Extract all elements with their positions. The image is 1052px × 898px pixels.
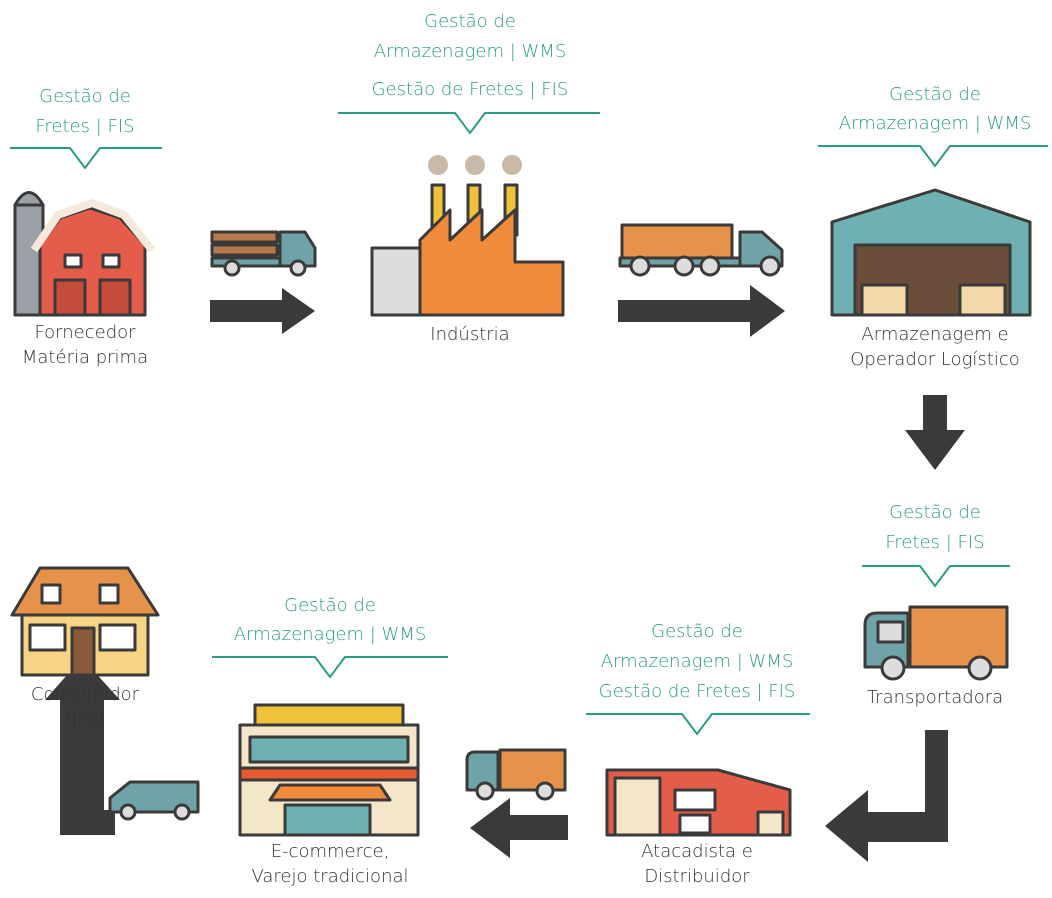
log-truck-icon bbox=[212, 232, 315, 275]
delivery-truck-icon bbox=[467, 750, 565, 799]
node-label: Armazenagem e bbox=[861, 324, 1008, 345]
van-icon bbox=[110, 782, 198, 819]
farm-icon bbox=[15, 193, 152, 316]
node-label: Fornecedor bbox=[34, 322, 136, 343]
system-label: Gestão de bbox=[39, 86, 131, 107]
system-label: Gestão de bbox=[889, 84, 981, 105]
node-label: Transportadora bbox=[867, 687, 1003, 708]
system-label: Armazenagem | WMS bbox=[839, 113, 1032, 134]
node-label: final bbox=[66, 709, 105, 730]
system-label: Armazenagem | WMS bbox=[234, 624, 427, 645]
system-label: Fretes | FIS bbox=[35, 116, 134, 137]
store-icon bbox=[240, 705, 418, 835]
supply-chain-diagram: Gestão de Fretes | FIS Fornecedor Matéria p… bbox=[0, 0, 1052, 894]
system-label: Gestão de bbox=[284, 595, 376, 616]
container-truck-icon bbox=[620, 225, 782, 275]
node-label: Distribuidor bbox=[644, 866, 750, 887]
system-label: Armazenagem | WMS bbox=[374, 41, 567, 62]
node-label: Operador Logístico bbox=[850, 349, 1020, 370]
node-label: E-commerce, bbox=[271, 841, 390, 862]
node-label: Indústria bbox=[430, 324, 509, 345]
system-label: Armazenagem | WMS bbox=[601, 651, 794, 672]
warehouse-icon bbox=[832, 190, 1030, 315]
system-label: Gestão de bbox=[424, 11, 516, 32]
node-label: Atacadista e bbox=[641, 841, 753, 862]
callout-line bbox=[338, 113, 600, 133]
freight-truck-icon bbox=[865, 607, 1007, 679]
system-label: Gestão de Fretes | FIS bbox=[372, 79, 569, 100]
callout-line bbox=[586, 714, 810, 734]
system-label: Fretes | FIS bbox=[885, 532, 984, 553]
system-label: Gestão de bbox=[651, 621, 743, 642]
callout-line bbox=[212, 657, 448, 677]
callout-line bbox=[862, 566, 1010, 586]
callout-line bbox=[818, 146, 1048, 166]
node-label: Varejo tradicional bbox=[251, 866, 408, 887]
node-label: Consumidor bbox=[31, 684, 140, 705]
distributor-icon bbox=[607, 770, 790, 835]
callout-line bbox=[10, 148, 162, 168]
node-label: Matéria prima bbox=[22, 347, 148, 368]
system-label: Gestão de Fretes | FIS bbox=[599, 681, 796, 702]
factory-icon bbox=[372, 155, 563, 315]
house-icon bbox=[12, 568, 158, 675]
system-label: Gestão de bbox=[889, 502, 981, 523]
